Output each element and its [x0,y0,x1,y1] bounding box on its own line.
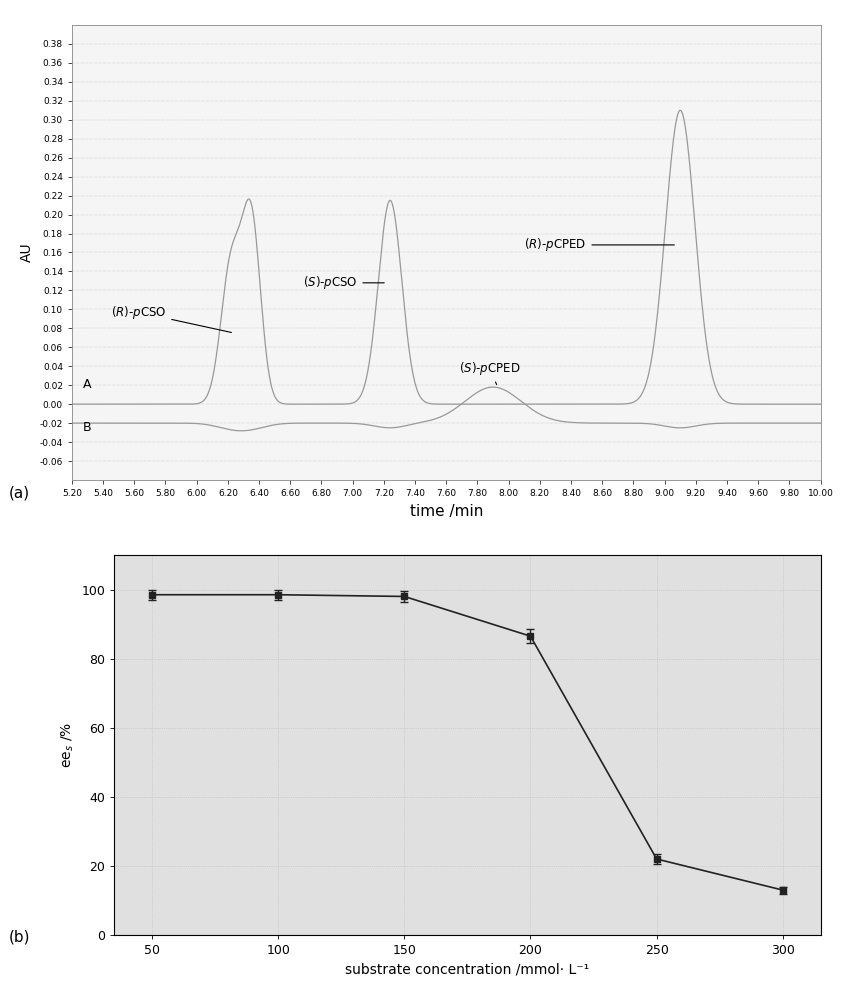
Text: $(R)$-$p$CSO: $(R)$-$p$CSO [111,304,232,332]
Text: B: B [83,421,91,434]
Text: (a): (a) [8,485,30,500]
X-axis label: substrate concentration /mmol· L⁻¹: substrate concentration /mmol· L⁻¹ [345,963,590,977]
X-axis label: time /min: time /min [409,504,483,519]
Y-axis label: AU: AU [20,243,34,262]
Text: (b): (b) [8,930,30,945]
Text: $(S)$-$p$CSO: $(S)$-$p$CSO [303,274,384,291]
Text: $(R)$-$p$CPED: $(R)$-$p$CPED [525,236,674,253]
Y-axis label: ee$_s$ /%: ee$_s$ /% [59,722,76,768]
Text: A: A [83,378,91,391]
Text: $(S)$-$p$CPED: $(S)$-$p$CPED [459,360,520,385]
